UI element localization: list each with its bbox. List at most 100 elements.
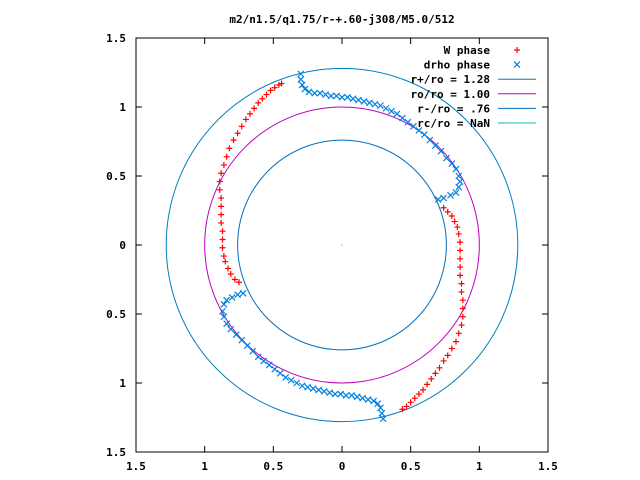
w-phase-point-34 [407,399,414,406]
drho-phase-point-14 [360,98,368,105]
series-1 [219,70,464,423]
w-phase-point-56 [457,247,464,254]
drho-phase-point-48 [342,391,350,399]
circle-1 [204,106,480,384]
x-tick-label-6: 1.5 [538,460,558,473]
w-phase-point-23 [219,228,226,235]
w-phase-point-1 [275,81,282,88]
w-phase-point-10 [238,123,245,130]
drho-phase-point-56 [298,382,306,390]
w-phase-point-33 [403,403,410,410]
w-phase-point-31 [236,279,242,286]
drho-phase-point-57 [293,379,301,387]
w-phase-point-46 [455,330,462,337]
w-phase-point-62 [444,208,451,215]
w-phase-point-32 [399,406,406,413]
legend-label-2: r+/ro = 1.28 [411,73,490,86]
x-tick-label-4: 0.5 [401,460,421,473]
drho-phase-point-46 [353,393,361,401]
drho-phase-point-10 [338,93,346,101]
w-phase-point-43 [444,352,451,359]
drho-phase-point-13 [355,96,362,104]
drho-phase-point-75 [228,294,236,301]
w-phase-point-63 [440,204,447,211]
w-phase-point-57 [457,239,464,246]
x-tick-label-1: 1 [201,460,208,473]
drho-phase-point-23 [409,122,417,130]
drho-phase-point-7 [322,91,329,99]
w-phase-point-21 [218,211,225,218]
drho-phase-point-34 [455,183,463,191]
w-phase-point-18 [216,186,223,193]
drho-phase-point-26 [426,136,434,144]
drho-phase-point-37 [440,194,448,202]
w-phase-point-53 [457,272,464,279]
drho-phase-point-69 [227,325,235,333]
drho-phase-point-30 [448,160,456,168]
drho-phase-point-47 [348,391,356,399]
drho-phase-point-21 [399,114,406,122]
w-phase-point-20 [218,203,225,210]
drho-phase-point-33 [456,178,464,185]
drho-phase-point-32 [455,172,463,180]
w-phase-point-28 [225,265,232,272]
drho-phase-point-44 [364,396,372,403]
w-phase-point-9 [242,116,249,123]
w-phase-point-35 [411,395,418,402]
w-phase-point-51 [458,288,465,295]
drho-phase-point-76 [234,291,242,299]
w-phase-point-44 [448,345,455,352]
y-tick-label-4: 0.5 [106,308,126,321]
w-phase-point-19 [218,195,225,202]
w-phase-point-0 [278,80,285,87]
drho-phase-point-59 [282,374,290,381]
chart-title: m2/n1.5/q1.75/r-+.60-j308/M5.0/512 [229,13,454,26]
y-tick-label-2: 0.5 [106,170,126,183]
drho-phase-point-24 [415,127,423,134]
w-phase-point-47 [458,322,465,329]
w-phase-point-5 [259,95,266,102]
w-phase-point-59 [454,224,461,231]
drho-phase-point-63 [260,357,268,365]
drho-phase-point-12 [349,95,357,103]
w-phase-point-30 [231,276,238,283]
drho-phase-point-74 [223,296,231,304]
drho-phase-point-15 [366,99,373,107]
legend-label-4: r-/ro = .76 [417,102,490,115]
drho-phase-point-66 [243,342,251,350]
w-phase-point-3 [267,87,274,94]
legend-label-0: W phase [444,44,491,57]
w-phase-point-8 [246,110,253,117]
w-phase-point-17 [216,178,223,185]
x-tick-label-3: 0 [339,460,346,473]
w-phase-point-14 [223,153,230,160]
w-phase-point-52 [458,280,465,287]
series-0 [216,80,466,413]
drho-phase-point-4 [305,88,313,96]
w-phase-point-27 [222,258,229,265]
circle-2 [237,139,447,351]
drho-phase-point-55 [304,383,312,391]
drho-phase-point-67 [238,336,246,344]
drho-phase-point-52 [320,387,328,395]
drho-phase-point-3 [301,85,309,93]
w-phase-point-55 [457,255,464,262]
drho-phase-point-38 [434,196,442,203]
y-tick-label-3: 0 [119,239,126,252]
w-phase-point-29 [227,270,234,277]
legend-marker-1 [513,61,521,69]
drho-phase-point-60 [276,369,284,377]
legend-marker-0 [514,47,520,53]
drho-phase-point-73 [220,300,228,308]
w-phase-point-48 [459,313,466,320]
w-phase-point-41 [436,364,443,371]
drho-phase-point-29 [442,154,450,162]
drho-phase-point-5 [311,89,318,97]
w-phase-point-54 [457,264,464,271]
drho-phase-point-43 [370,397,378,405]
drho-phase-point-70 [223,320,231,328]
drho-phase-point-62 [265,361,273,369]
drho-phase-point-8 [327,92,335,100]
drho-phase-point-16 [371,100,379,108]
drho-phase-point-25 [420,131,428,139]
